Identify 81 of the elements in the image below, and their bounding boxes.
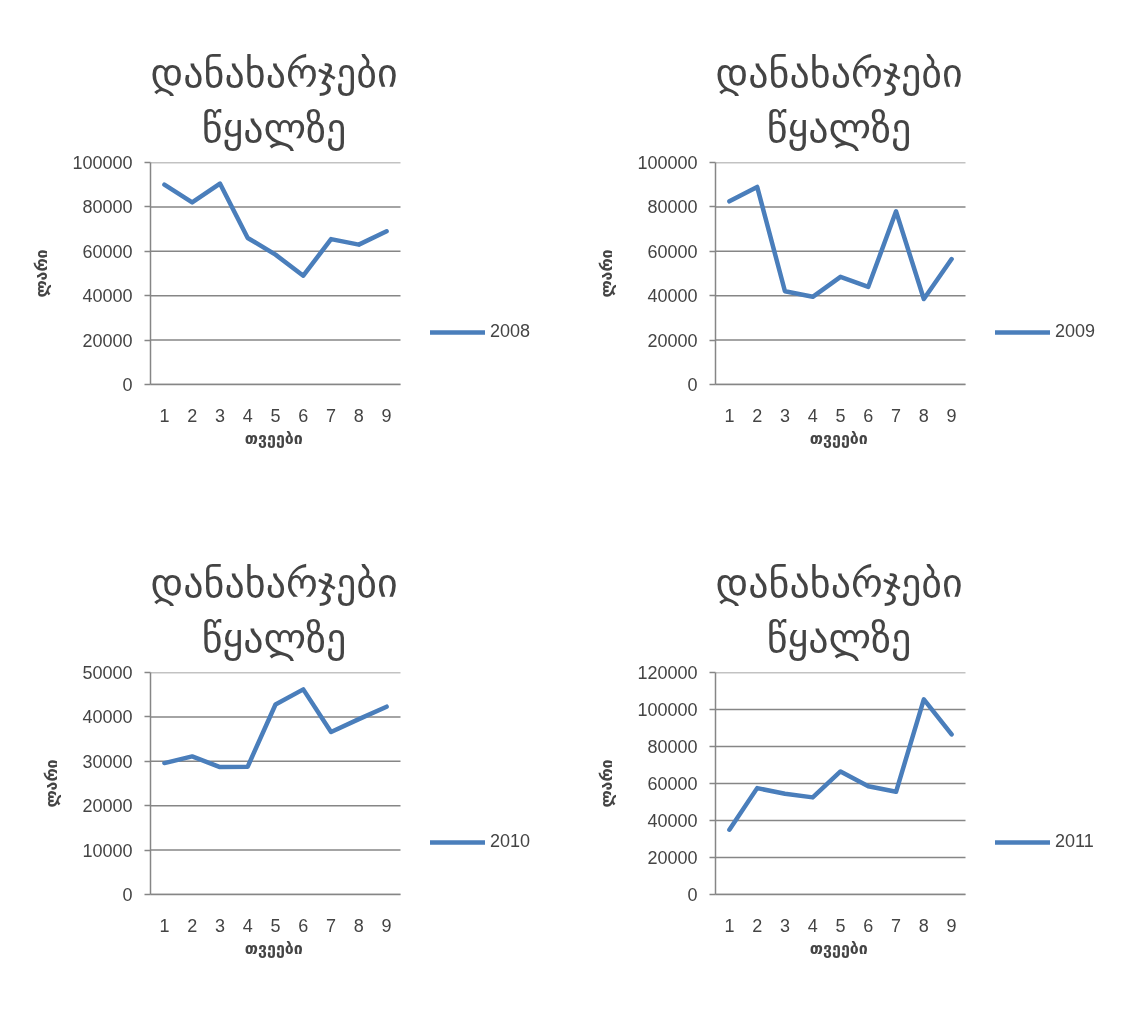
x-tick-label: 7 (891, 915, 902, 936)
legend-label: 2011 (1055, 831, 1094, 852)
x-tick-label: 7 (326, 915, 337, 936)
x-tick-label: 9 (381, 405, 392, 426)
x-tick-label: 1 (724, 915, 735, 936)
y-tick-label: 100000 (72, 153, 133, 173)
x-tick-label: 5 (270, 405, 281, 426)
x-tick-label: 4 (242, 405, 253, 426)
chart-title: დანახარჯები წყალზე (715, 50, 963, 152)
x-axis-title: თვეები (809, 938, 868, 958)
y-tick-label: 10000 (82, 840, 133, 861)
x-tick-label: 3 (214, 915, 225, 936)
x-tick-label: 8 (918, 405, 929, 426)
x-axis-title: თვეები (244, 428, 303, 448)
x-axis-title: თვეები (809, 428, 868, 448)
x-tick-label: 1 (159, 405, 170, 426)
x-axis-title: თვეები (244, 938, 303, 958)
y-tick-label: 60000 (647, 774, 698, 794)
line-series (162, 181, 389, 278)
x-tick-label: 1 (724, 405, 735, 426)
x-tick-label: 9 (946, 405, 957, 426)
x-tick-label: 6 (298, 405, 309, 426)
y-tick-label: 120000 (637, 663, 698, 683)
x-tick-label: 9 (381, 915, 392, 936)
y-axis-title: ლარი (32, 249, 52, 298)
y-axis-title: ლარი (42, 759, 62, 808)
y-tick-label: 40000 (82, 286, 133, 307)
x-tick-label: 6 (863, 405, 874, 426)
y-tick-label: 20000 (647, 848, 698, 868)
legend-label: 2010 (490, 831, 531, 852)
x-tick-label: 7 (891, 405, 902, 426)
x-tick-label: 5 (835, 405, 846, 426)
chart-title: დანახარჯები წყალზე (150, 560, 398, 662)
x-tick-label: 9 (946, 915, 957, 936)
y-tick-label: 100000 (637, 153, 698, 173)
y-tick-label: 0 (122, 885, 133, 905)
x-tick-label: 6 (863, 915, 874, 936)
line-series (162, 687, 389, 770)
x-tick-label: 3 (779, 915, 790, 936)
y-tick-label: 40000 (82, 707, 133, 728)
y-tick-label: 100000 (637, 700, 698, 720)
y-tick-label: 80000 (647, 197, 698, 218)
x-tick-label: 2 (752, 405, 763, 426)
x-tick-label: 2 (187, 915, 198, 936)
y-tick-label: 0 (122, 375, 133, 395)
legend-label: 2009 (1055, 321, 1096, 342)
y-tick-label: 0 (687, 375, 698, 395)
y-tick-label: 80000 (82, 197, 133, 218)
y-tick-label: 60000 (647, 241, 698, 262)
line-series (727, 697, 954, 832)
y-tick-label: 40000 (647, 811, 698, 831)
x-tick-label: 8 (353, 405, 364, 426)
x-tick-label: 5 (270, 915, 281, 936)
x-tick-label: 1 (159, 915, 170, 936)
y-tick-label: 0 (687, 885, 698, 905)
y-axis-title: ლარი (597, 249, 617, 298)
legend-label: 2008 (490, 321, 531, 342)
x-tick-label: 4 (807, 405, 818, 426)
y-axis-title: ლარი (597, 759, 617, 808)
y-tick-label: 80000 (647, 737, 698, 757)
chart-title: დანახარჯები წყალზე (715, 560, 963, 662)
x-tick-label: 8 (353, 915, 364, 936)
y-tick-label: 20000 (647, 330, 698, 351)
x-tick-label: 3 (214, 405, 225, 426)
y-tick-label: 20000 (82, 796, 133, 817)
y-tick-label: 30000 (82, 751, 133, 772)
x-tick-label: 4 (807, 915, 818, 936)
y-tick-label: 50000 (82, 663, 133, 683)
line-series (727, 184, 954, 302)
x-tick-label: 5 (835, 915, 846, 936)
x-tick-label: 4 (242, 915, 253, 936)
x-tick-label: 8 (918, 915, 929, 936)
y-tick-label: 20000 (82, 330, 133, 351)
x-tick-label: 2 (187, 405, 198, 426)
y-tick-label: 40000 (647, 286, 698, 307)
x-tick-label: 3 (779, 405, 790, 426)
x-tick-label: 7 (326, 405, 337, 426)
x-tick-label: 2 (752, 915, 763, 936)
x-tick-label: 6 (298, 915, 309, 936)
y-tick-label: 60000 (82, 241, 133, 262)
chart-title: დანახარჯები წყალზე (150, 50, 398, 152)
